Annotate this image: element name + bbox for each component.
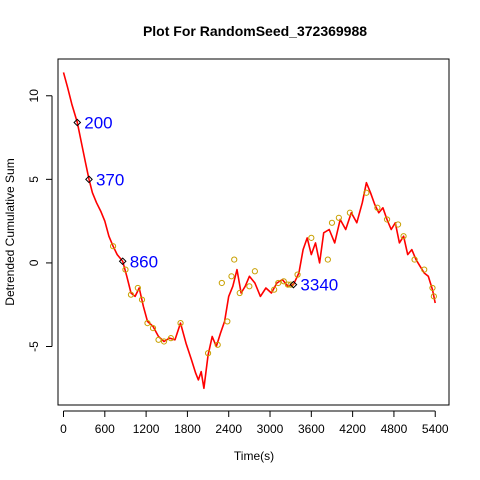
x-axis-label: Time(s)	[234, 449, 274, 463]
x-tick-label: 4200	[339, 422, 366, 436]
chart-title: Plot For RandomSeed_372369988	[143, 23, 367, 39]
x-tick-label: 4800	[381, 422, 408, 436]
change-point-label: 200	[84, 114, 112, 133]
x-tick-label: 2400	[215, 422, 242, 436]
y-tick-label: 5	[27, 176, 41, 183]
x-tick-label: 1800	[174, 422, 201, 436]
x-tick-label: 600	[95, 422, 115, 436]
x-tick-label: 5400	[422, 422, 449, 436]
x-tick-label: 1200	[133, 422, 160, 436]
y-axis-label: Detrended Cumulative Sum	[3, 158, 17, 305]
y-tick-label: 10	[27, 89, 41, 103]
y-tick-label: 0	[27, 259, 41, 266]
x-tick-label: 0	[60, 422, 67, 436]
change-point-label: 3340	[300, 276, 338, 295]
change-point-label: 860	[130, 252, 158, 271]
x-tick-label: 3600	[298, 422, 325, 436]
x-tick-label: 3000	[257, 422, 284, 436]
change-point-label: 370	[96, 170, 124, 189]
y-tick-label: -5	[27, 341, 41, 352]
